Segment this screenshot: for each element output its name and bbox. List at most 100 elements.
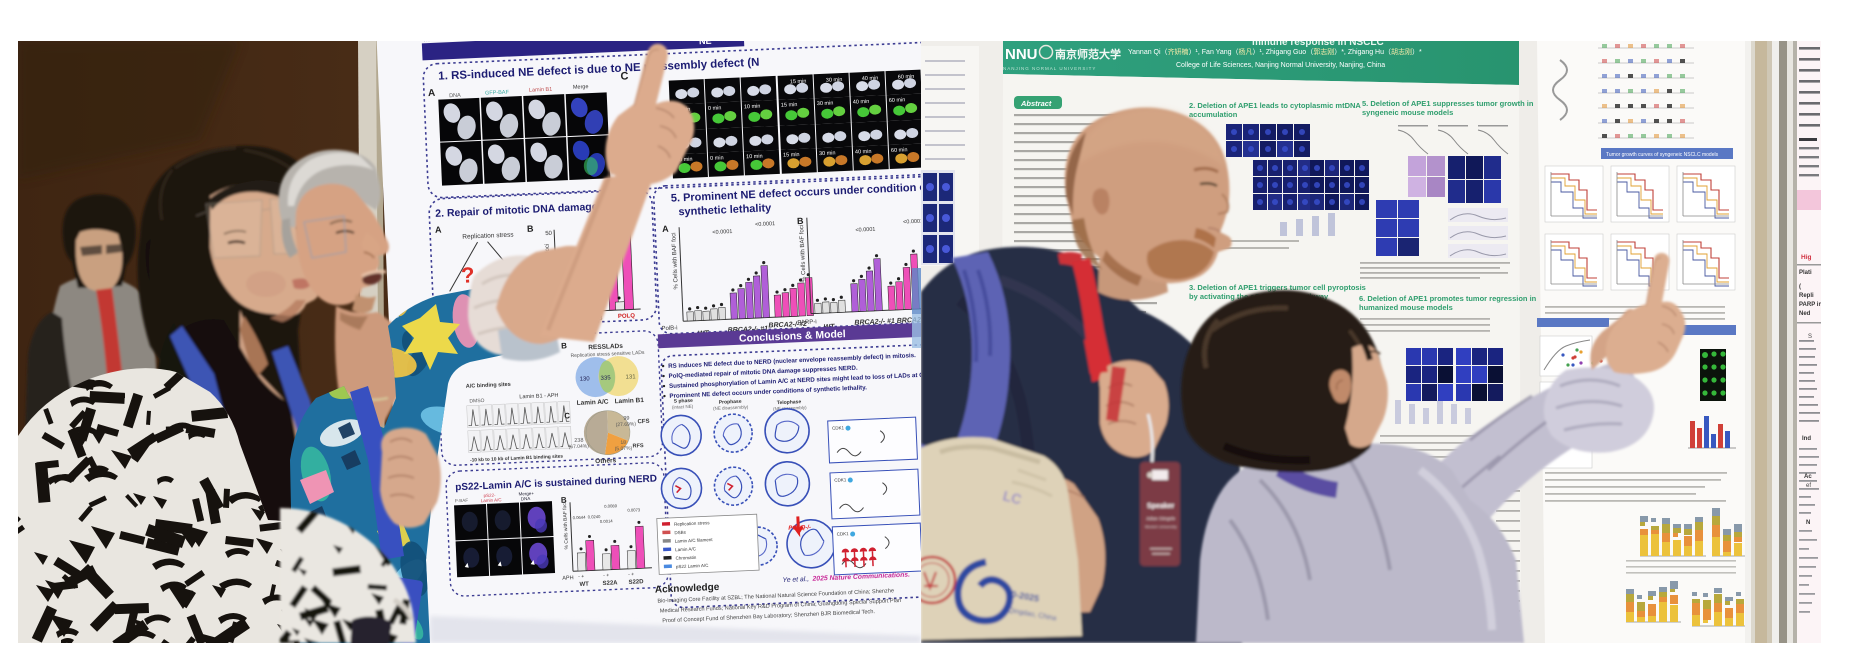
svg-text:synthetic lethality: synthetic lethality [678,202,772,218]
svg-text:Acknowledge: Acknowledge [655,582,720,596]
svg-text:Lamin A/C: Lamin A/C [481,497,503,503]
svg-text:BRCA2-/-#2: BRCA2-/-#2 [768,321,807,330]
svg-text:Ac: Ac [1804,474,1812,480]
svg-text:60 min: 60 min [889,97,906,104]
svg-text:0 min: 0 min [710,155,724,162]
svg-text:<0.0001: <0.0001 [903,219,923,226]
svg-text:30 min: 30 min [819,150,836,157]
svg-text:Chromatin: Chromatin [675,555,696,561]
svg-text:60 min: 60 min [898,74,915,81]
svg-text:Ned: Ned [1799,311,1811,317]
svg-text:0.0089: 0.0089 [604,503,618,509]
svg-text:CFS: CFS [637,419,649,426]
svg-text:(27.69%): (27.69%) [616,421,637,428]
svg-text:(67.04%): (67.04%) [568,443,589,450]
svg-text:Julian Stingele: Julian Stingele [1146,516,1176,521]
svg-text:Prophase: Prophase [719,399,742,406]
svg-text:C: C [564,411,570,420]
svg-text:Conclusions & Model: Conclusions & Model [739,328,846,345]
svg-text:S22A: S22A [602,580,618,587]
svg-text:- +: - + [578,574,584,580]
svg-text:foci: foci [545,244,551,254]
svg-text:30 min: 30 min [817,100,834,107]
svg-text:mmune response in NSCLC: mmune response in NSCLC [1252,37,1384,48]
svg-text:40 min: 40 min [853,99,870,106]
svg-text:Replication stress: Replication stress [462,231,514,240]
svg-text:P-BAF: P-BAF [455,498,469,504]
svg-text:99: 99 [623,416,629,422]
svg-text:ef: ef [1806,483,1811,489]
svg-text:Merge+: Merge+ [518,491,534,497]
svg-text:POLQ: POLQ [618,313,636,320]
svg-text:POLQ-/-: POLQ-/- [788,525,811,532]
svg-text:Tumor growth curves of syngene: Tumor growth curves of syngeneic NSCLC m… [1606,152,1719,158]
svg-text:18: 18 [620,440,626,446]
svg-text:Lamin A/C: Lamin A/C [675,546,697,552]
svg-text:CDK1: CDK1 [837,531,850,537]
svg-text:DNA: DNA [449,93,461,100]
svg-text:15 min: 15 min [790,79,807,86]
svg-text:(NE reassembly): (NE reassembly) [773,405,807,411]
svg-text:CDK1: CDK1 [834,477,847,483]
svg-text:LC: LC [1001,487,1023,507]
svg-text:WT: WT [579,582,589,588]
svg-text:(: ( [1799,284,1801,290]
svg-text:CDK1: CDK1 [832,425,845,431]
svg-text:Yannan Qi（齐妍楠）¹, Fan Yang（杨凡）¹: Yannan Qi（齐妍楠）¹, Fan Yang（杨凡）¹, Zhigang … [1128,47,1422,56]
svg-text:PARP in: PARP in [1799,302,1822,308]
svg-text:A: A [428,88,436,99]
svg-text:S: S [1808,334,1812,340]
svg-text:10 min: 10 min [746,154,763,161]
svg-text:Lamin B1: Lamin B1 [614,397,644,405]
svg-text:30 min: 30 min [826,77,843,84]
svg-text:Lamin B1 - APH: Lamin B1 - APH [519,393,558,401]
svg-text:DMSO: DMSO [469,398,484,405]
svg-text:DSBs: DSBs [674,530,686,536]
svg-text:6. Deletion of APE1 promotes t: 6. Deletion of APE1 promotes tumor regre… [1359,294,1537,303]
svg-text:0.0014: 0.0014 [600,518,614,524]
svg-text:15 min: 15 min [781,102,798,109]
svg-text:130: 130 [580,376,591,382]
svg-text:College of Life Sciences, Nanj: College of Life Sciences, Nanjing Normal… [1176,62,1385,69]
svg-text:PARP-i: PARP-i [797,319,816,326]
svg-text:<0.0001: <0.0001 [755,221,775,228]
svg-text:<0.0001: <0.0001 [855,227,875,234]
svg-text:% Cells with BAF foci: % Cells with BAF foci [562,502,570,550]
svg-text:BRCA2-/- #1 BRCA2-/-: BRCA2-/- #1 BRCA2-/- [854,317,928,327]
svg-text:B: B [527,224,534,234]
svg-text:<0.0001: <0.0001 [712,229,732,236]
svg-text:?: ? [460,262,475,288]
svg-text:0.0240: 0.0240 [588,514,602,520]
svg-text:NANJING NORMAL UNIVERSITY: NANJING NORMAL UNIVERSITY [1003,66,1096,71]
svg-text:C: C [620,70,629,82]
svg-text:DNA: DNA [521,496,531,501]
svg-text:Lamin B1: Lamin B1 [529,87,552,94]
svg-text:40 min: 40 min [862,75,879,82]
svg-text:NNU: NNU [1005,46,1038,63]
svg-text:B: B [561,495,567,504]
svg-text:Munich University: Munich University [1145,524,1177,529]
svg-text:S phase: S phase [674,398,694,405]
svg-text:2. Deletion of APE1 leads to c: 2. Deletion of APE1 leads to cytoplasmic… [1189,101,1361,110]
svg-text:0.0073: 0.0073 [627,507,641,513]
svg-text:B: B [797,216,804,226]
svg-text:238: 238 [574,438,583,444]
svg-text:N: N [1806,520,1810,526]
svg-text:0.0644: 0.0644 [573,515,587,521]
svg-text:Speaker: Speaker [1147,503,1175,510]
svg-text:- +: - + [628,572,634,578]
svg-text:Ind: Ind [1802,436,1811,442]
svg-text:-10 min: -10 min [674,157,693,164]
svg-text:pS22 Lamin A/C: pS22 Lamin A/C [676,563,709,569]
svg-text:Repli: Repli [1799,293,1814,299]
svg-text:pS22-: pS22- [484,493,497,499]
svg-text:GFP-BAF: GFP-BAF [485,90,510,97]
svg-text:S22D: S22D [628,579,644,586]
svg-text:Others: Others [595,457,617,465]
svg-text:南京师范大学: 南京师范大学 [1055,47,1121,61]
svg-text:Telophase: Telophase [777,399,802,406]
svg-text:BRCA2-/- #1: BRCA2-/- #1 [728,325,769,334]
svg-text:3. Deletion of APE1 triggers t: 3. Deletion of APE1 triggers tumor cell … [1189,283,1366,292]
svg-text:Plati: Plati [1799,270,1812,276]
svg-text:(5.07%): (5.07%) [615,446,633,453]
